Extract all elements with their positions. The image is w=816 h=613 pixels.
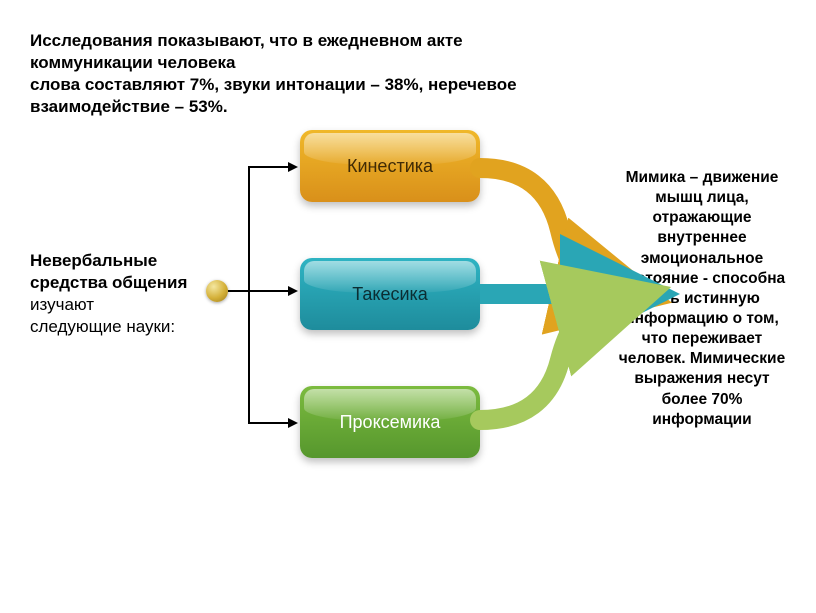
- conn-bot-head: [288, 418, 298, 428]
- box-proksemika-label: Проксемика: [340, 412, 441, 433]
- left-caption-rest: изучают следующие науки:: [30, 295, 175, 336]
- box-takesika-label: Такесика: [352, 284, 428, 305]
- right-caption: Мимика – движение мышц лица, отражающие …: [618, 168, 786, 430]
- left-caption-bold: Невербальные средства общения: [30, 251, 187, 292]
- box-kinestika: Кинестика: [300, 130, 480, 202]
- conn-top-head: [288, 162, 298, 172]
- box-kinestika-label: Кинестика: [347, 156, 433, 177]
- conn-spine: [248, 166, 250, 422]
- conn-top: [248, 166, 288, 168]
- left-caption: Невербальные средства общения изучают сл…: [30, 250, 190, 338]
- conn-mid: [228, 290, 288, 292]
- box-takesika: Такесика: [300, 258, 480, 330]
- conn-mid-head: [288, 286, 298, 296]
- box-proksemika: Проксемика: [300, 386, 480, 458]
- conn-bot: [248, 422, 288, 424]
- heading-text: Исследования показывают, что в ежедневно…: [30, 30, 590, 118]
- hub-node: [206, 280, 228, 302]
